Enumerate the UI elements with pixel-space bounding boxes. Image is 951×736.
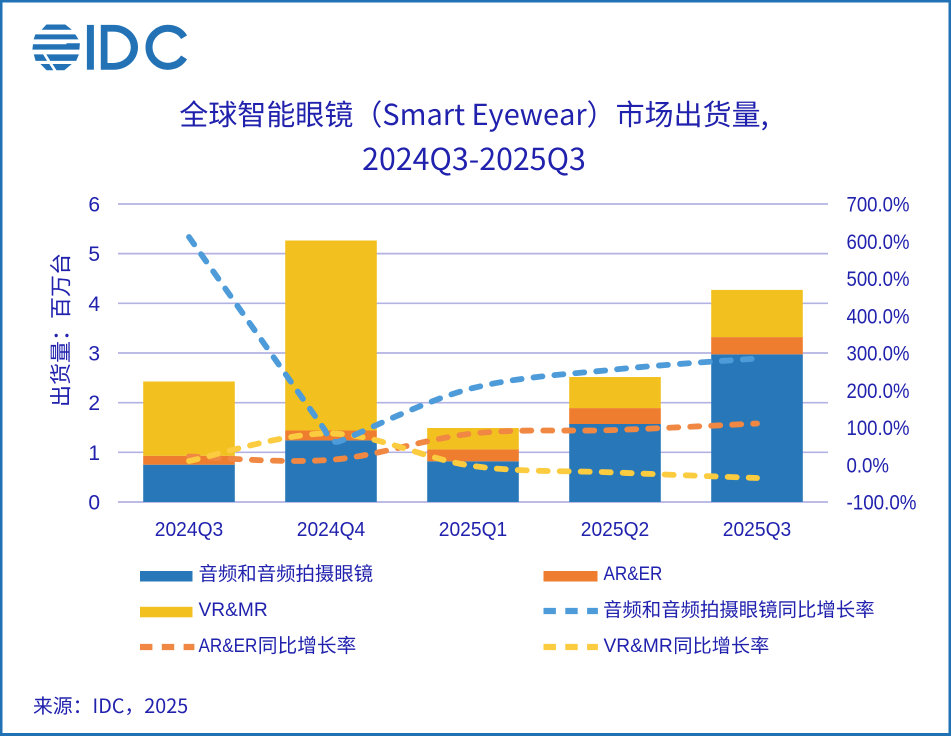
svg-text:4: 4 bbox=[88, 293, 100, 316]
svg-text:100.0%: 100.0% bbox=[847, 417, 910, 440]
svg-text:2: 2 bbox=[88, 392, 100, 415]
svg-text:VR&MR: VR&MR bbox=[604, 635, 673, 657]
svg-text:600.0%: 600.0% bbox=[847, 231, 910, 254]
svg-text:2025Q2: 2025Q2 bbox=[581, 518, 650, 541]
svg-text:1: 1 bbox=[88, 442, 100, 465]
svg-text:2025Q3: 2025Q3 bbox=[723, 518, 792, 541]
svg-text:-100.0%: -100.0% bbox=[847, 492, 917, 515]
svg-text:AR&ER: AR&ER bbox=[199, 635, 258, 657]
svg-text:2024Q4: 2024Q4 bbox=[297, 518, 366, 541]
svg-text:700.0%: 700.0% bbox=[847, 194, 910, 217]
svg-text:AR&ER: AR&ER bbox=[604, 563, 663, 585]
svg-text:300.0%: 300.0% bbox=[847, 343, 910, 366]
svg-text:0.0%: 0.0% bbox=[847, 454, 890, 477]
svg-text:400.0%: 400.0% bbox=[847, 305, 910, 328]
svg-text:200.0%: 200.0% bbox=[847, 380, 910, 403]
svg-text:500.0%: 500.0% bbox=[847, 268, 910, 291]
svg-text:2024Q3: 2024Q3 bbox=[155, 518, 224, 541]
svg-text:3: 3 bbox=[88, 342, 100, 365]
svg-text:6: 6 bbox=[88, 193, 100, 216]
svg-text:0: 0 bbox=[88, 492, 100, 515]
svg-text:VR&MR: VR&MR bbox=[199, 599, 268, 621]
svg-text:5: 5 bbox=[88, 243, 100, 266]
svg-text:2025Q1: 2025Q1 bbox=[439, 518, 508, 541]
